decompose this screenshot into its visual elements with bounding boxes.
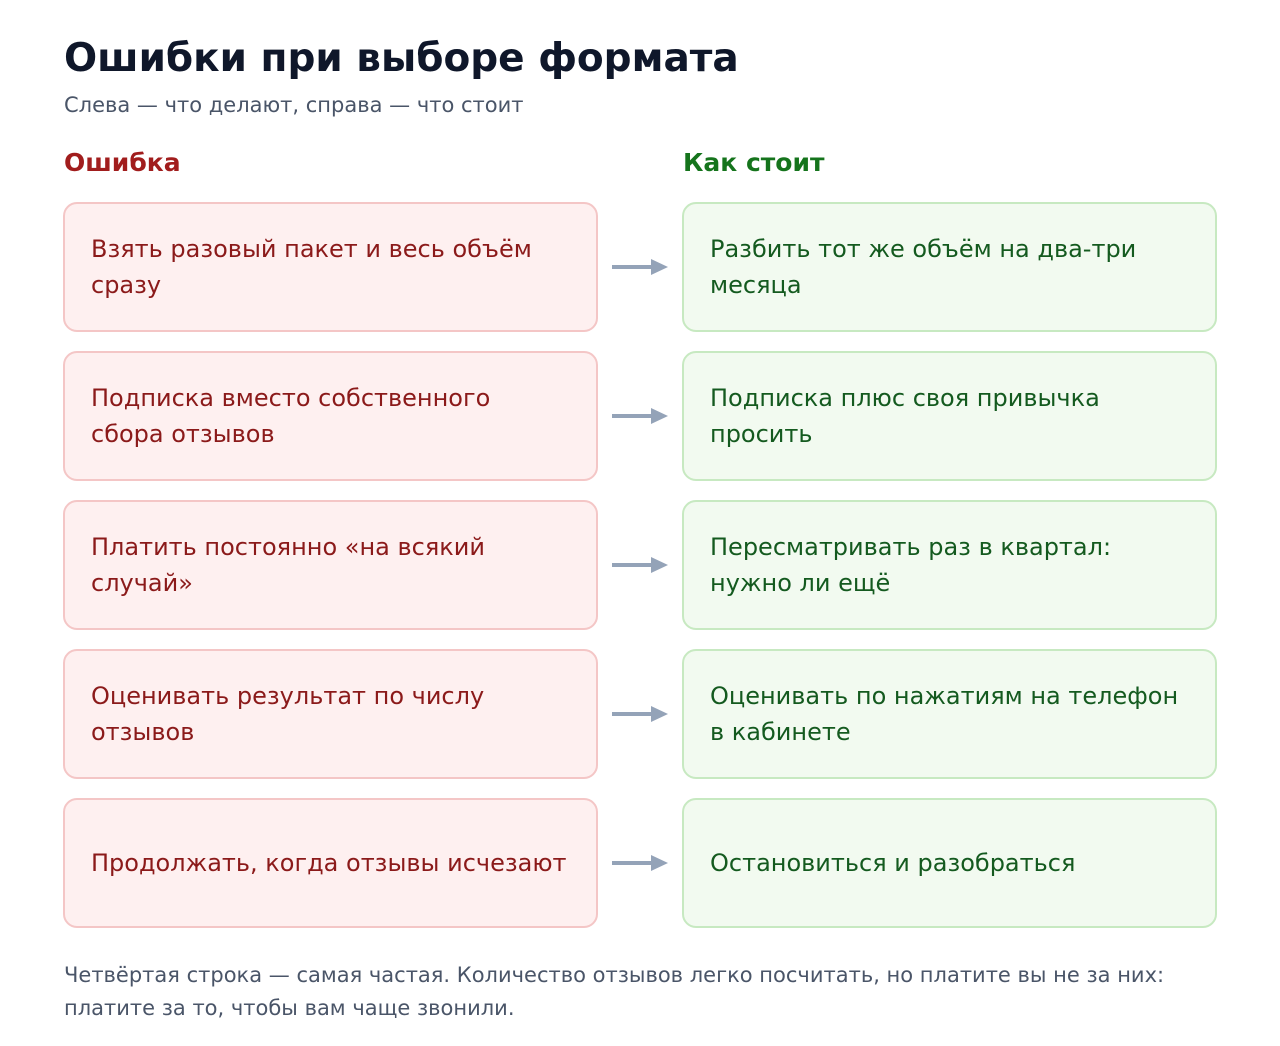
arrow-right-icon [598,351,682,481]
comparison-rows: Взять разовый пакет и весь объём сразу Р… [63,202,1217,947]
fix-column-heading: Как стоит [683,148,825,177]
fix-card: Разбить тот же объём на два-три месяца [682,202,1217,332]
arrow-right-icon [598,202,682,332]
arrow-right-icon [598,500,682,630]
page-title: Ошибки при выборе формата [64,36,739,81]
mistake-card: Оценивать результат по числу отзывов [63,649,598,779]
arrow-right-icon [598,649,682,779]
comparison-row: Продолжать, когда отзывы исчезают Остано… [63,798,1217,928]
mistake-card: Продолжать, когда отзывы исчезают [63,798,598,928]
fix-card: Пересматривать раз в квартал: нужно ли е… [682,500,1217,630]
fix-card: Подписка плюс своя привычка просить [682,351,1217,481]
fix-card: Остановиться и разобраться [682,798,1217,928]
comparison-row: Взять разовый пакет и весь объём сразу Р… [63,202,1217,332]
arrow-right-icon [598,798,682,928]
comparison-row: Оценивать результат по числу отзывов Оце… [63,649,1217,779]
mistake-column-heading: Ошибка [64,148,181,177]
comparison-row: Подписка вместо собственного сбора отзыв… [63,351,1217,481]
mistake-card: Платить постоянно «на всякий случай» [63,500,598,630]
fix-card: Оценивать по нажатиям на телефон в кабин… [682,649,1217,779]
page-subtitle: Слева — что делают, справа — что стоит [64,93,524,117]
mistake-card: Взять разовый пакет и весь объём сразу [63,202,598,332]
footnote: Четвёртая строка — самая частая. Количес… [64,963,1165,1020]
comparison-row: Платить постоянно «на всякий случай» Пер… [63,500,1217,630]
mistake-card: Подписка вместо собственного сбора отзыв… [63,351,598,481]
